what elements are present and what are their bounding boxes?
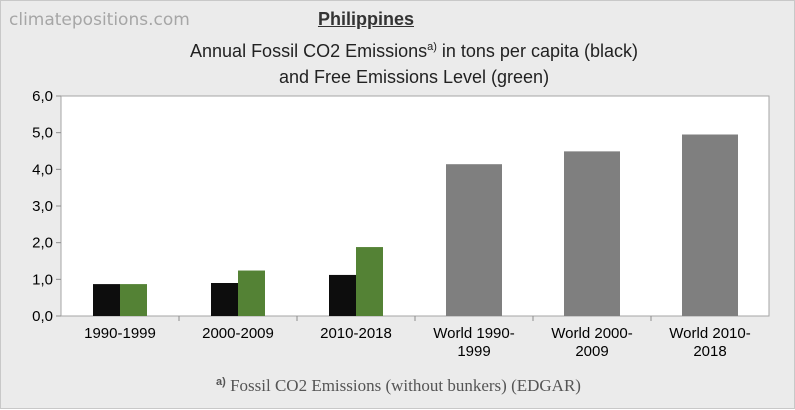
y-tick-label: 5,0: [32, 125, 53, 142]
bar: [211, 283, 238, 316]
bar: [93, 284, 120, 316]
y-tick-label: 3,0: [32, 198, 53, 215]
footnote: a) Fossil CO2 Emissions (without bunkers…: [1, 376, 795, 396]
chart-country: Philippines: [317, 9, 414, 29]
title-main: Annual Fossil CO2 Emissions: [190, 41, 428, 61]
plot-area: [60, 95, 770, 317]
y-tick-label: 2,0: [32, 235, 53, 252]
bar: [356, 247, 383, 316]
title-superscript: a): [427, 41, 437, 53]
footnote-mark: a): [216, 376, 226, 388]
x-tick-label: 2000-2009: [202, 325, 274, 342]
x-tick-label: World 2010-2018: [669, 325, 750, 360]
bar: [329, 274, 356, 316]
y-tick-label: 6,0: [32, 88, 53, 105]
y-tick-label: 0,0: [32, 308, 53, 325]
chart-title-line1: Annual Fossil CO2 Emissionsa) in tons pe…: [1, 41, 795, 62]
bar: [446, 164, 502, 316]
footnote-text: Fossil CO2 Emissions (without bunkers) (…: [230, 376, 581, 395]
bar: [564, 151, 620, 316]
bar: [120, 284, 147, 316]
x-tick-label: World 2000-2009: [551, 325, 632, 360]
x-tick-label: World 1990-1999: [433, 325, 514, 360]
x-tick-label: 1990-1999: [84, 325, 156, 342]
y-tick-label: 4,0: [32, 161, 53, 178]
chart-title-line2: and Free Emissions Level (green): [278, 67, 550, 87]
watermark: climatepositions.com: [9, 10, 190, 30]
title-rest: in tons per capita (black): [436, 41, 638, 61]
y-tick-label: 1,0: [32, 271, 53, 288]
x-tick-label: 2010-2018: [320, 325, 392, 342]
bar: [682, 134, 738, 316]
bar: [238, 270, 265, 316]
